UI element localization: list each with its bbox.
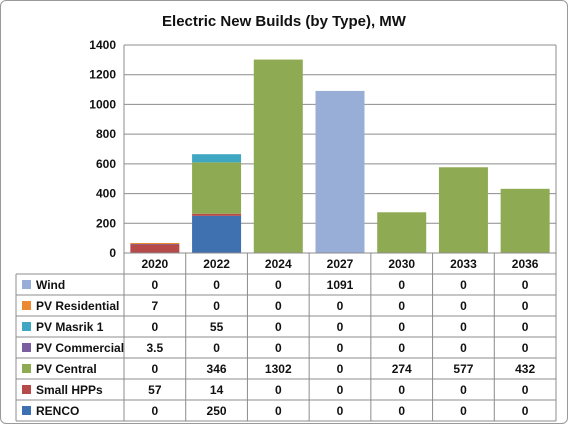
bar-segment — [192, 162, 242, 214]
data-cell: 0 — [337, 362, 344, 376]
data-cell: 0 — [522, 404, 529, 418]
bar-segment — [438, 167, 488, 253]
legend-label: Wind — [36, 278, 65, 292]
bar-segment — [315, 90, 365, 253]
data-cell: 0 — [275, 404, 282, 418]
category-label: 2020 — [142, 257, 169, 271]
data-cell: 1091 — [327, 278, 354, 292]
data-cell: 0 — [522, 341, 529, 355]
legend-label: PV Residential — [36, 299, 119, 313]
data-cell: 0 — [275, 278, 282, 292]
bar-segment — [192, 154, 242, 163]
data-cell: 0 — [213, 299, 220, 313]
data-cell: 0 — [152, 362, 159, 376]
data-cell: 274 — [392, 362, 412, 376]
bar-segment — [130, 244, 180, 253]
legend-label: PV Masrik 1 — [36, 320, 104, 334]
data-cell: 0 — [337, 299, 344, 313]
bar-segment — [130, 244, 180, 245]
data-cell: 0 — [337, 383, 344, 397]
data-cell: 0 — [460, 278, 467, 292]
data-cell: 577 — [453, 362, 473, 376]
category-label: 2036 — [512, 257, 539, 271]
data-cell: 346 — [207, 362, 227, 376]
legend-swatch — [22, 385, 31, 394]
legend-swatch — [22, 301, 31, 310]
data-cell: 0 — [152, 278, 159, 292]
y-tick-label: 1200 — [89, 68, 116, 82]
legend-swatch — [22, 322, 31, 331]
data-cell: 0 — [152, 320, 159, 334]
data-cell: 0 — [213, 341, 220, 355]
chart-title: Electric New Builds (by Type), MW — [162, 13, 407, 30]
y-tick-label: 600 — [96, 157, 116, 171]
legend-swatch — [22, 406, 31, 415]
data-cell: 0 — [337, 341, 344, 355]
data-cell: 0 — [275, 299, 282, 313]
legend-label: Small HPPs — [36, 383, 103, 397]
legend-swatch — [22, 280, 31, 289]
bar-segment — [192, 215, 242, 253]
data-cell: 0 — [398, 341, 405, 355]
data-cell: 0 — [398, 383, 405, 397]
data-cell: 0 — [398, 278, 405, 292]
y-tick-label: 1400 — [89, 38, 116, 52]
data-cell: 0 — [398, 404, 405, 418]
legend-label: RENCO — [36, 404, 79, 418]
data-cell: 0 — [337, 404, 344, 418]
data-cell: 0 — [337, 320, 344, 334]
data-cell: 1302 — [265, 362, 292, 376]
data-cell: 0 — [522, 299, 529, 313]
data-cell: 0 — [460, 404, 467, 418]
y-tick-label: 0 — [109, 246, 116, 260]
data-cell: 0 — [460, 341, 467, 355]
data-cell: 0 — [522, 278, 529, 292]
legend-swatch — [22, 364, 31, 373]
category-label: 2024 — [265, 257, 292, 271]
bar-segment — [130, 242, 180, 245]
y-tick-label: 800 — [96, 127, 116, 141]
data-cell: 0 — [275, 341, 282, 355]
data-cell: 250 — [207, 404, 227, 418]
data-cell: 0 — [275, 383, 282, 397]
data-cell: 0 — [460, 299, 467, 313]
data-cell: 0 — [398, 299, 405, 313]
legend-swatch — [22, 343, 31, 352]
data-cell: 0 — [460, 383, 467, 397]
legend-label: PV Commercial — [36, 341, 124, 355]
y-tick-label: 200 — [96, 216, 116, 230]
data-cell: 57 — [148, 383, 162, 397]
data-cell: 0 — [213, 278, 220, 292]
data-cell: 0 — [275, 320, 282, 334]
category-label: 2022 — [203, 257, 230, 271]
data-cell: 0 — [398, 320, 405, 334]
y-tick-label: 400 — [96, 187, 116, 201]
legend-label: PV Central — [36, 362, 97, 376]
category-label: 2030 — [388, 257, 415, 271]
bars — [130, 59, 550, 254]
y-tick-label: 1000 — [89, 97, 116, 111]
category-label: 2027 — [327, 257, 354, 271]
y-axis: 0 200 400 600 800 1000 1200 1400 — [89, 38, 557, 260]
bar-segment — [377, 212, 427, 253]
bar-segment — [253, 59, 303, 254]
bar-segment — [500, 188, 550, 253]
category-label: 2033 — [450, 257, 477, 271]
data-cell: 14 — [210, 383, 224, 397]
data-table: 2020 2022 2024 2027 2030 2033 2036 Wind 0 0 0 1091 0… — [15, 252, 557, 422]
data-cell: 3.5 — [147, 341, 164, 355]
data-cell: 55 — [210, 320, 224, 334]
bar-segment — [192, 213, 242, 216]
data-cell: 432 — [515, 362, 535, 376]
data-cell: 0 — [152, 404, 159, 418]
data-cell: 0 — [522, 383, 529, 397]
data-cell: 0 — [522, 320, 529, 334]
data-cell: 7 — [152, 299, 159, 313]
data-cell: 0 — [460, 320, 467, 334]
